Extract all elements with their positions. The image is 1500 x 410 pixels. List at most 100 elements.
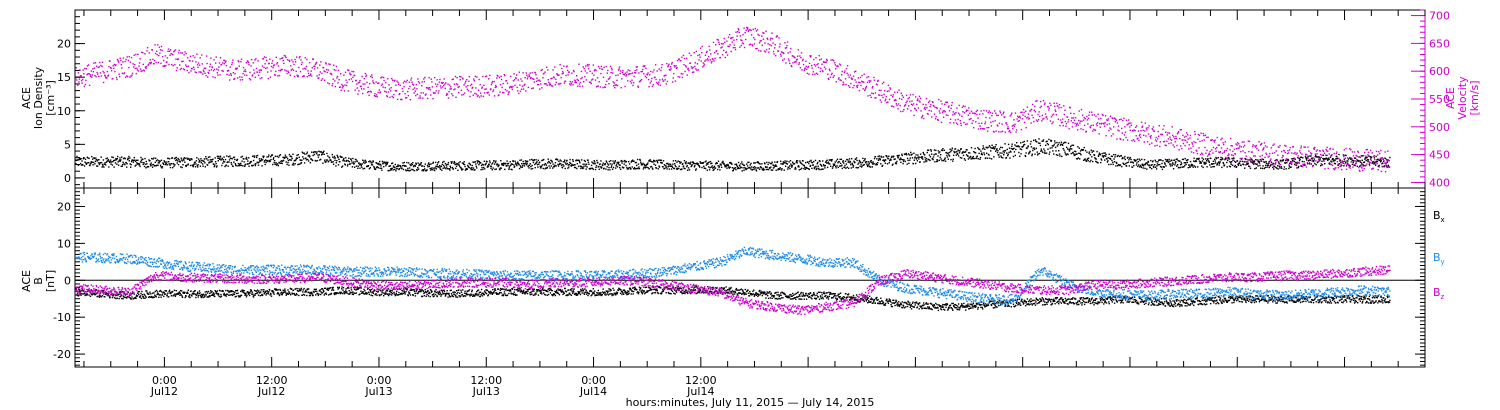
density-series-point — [414, 165, 417, 167]
velocity-series-point — [536, 84, 539, 86]
velocity-series-point — [936, 106, 938, 109]
density-series-point — [387, 170, 390, 172]
velocity-series-point — [721, 46, 723, 48]
density-series-point — [132, 159, 134, 161]
velocity-series-point — [229, 79, 231, 81]
density-series-point — [1147, 163, 1149, 166]
density-series-point — [1356, 159, 1358, 161]
density-series-point — [180, 157, 182, 159]
velocity-series-point — [455, 96, 457, 98]
velocity-series-point — [785, 47, 788, 49]
density-series-point — [1136, 158, 1139, 161]
velocity-series-point — [995, 130, 997, 132]
velocity-series-point — [934, 106, 936, 109]
density-series-point — [593, 160, 595, 162]
velocity-series-point — [348, 69, 350, 72]
velocity-series-point — [472, 94, 474, 96]
velocity-series-point — [1045, 116, 1048, 118]
density-series-point — [965, 154, 968, 156]
density-series-point — [666, 162, 668, 165]
density-series-point — [916, 160, 919, 162]
velocity-series-point — [708, 45, 710, 48]
density-series-point — [1366, 156, 1368, 158]
density-series-point — [837, 166, 839, 169]
density-series-point — [835, 167, 837, 169]
velocity-series-point — [746, 28, 748, 30]
velocity-series-point — [717, 53, 719, 55]
density-series-point — [1058, 150, 1060, 152]
density-series-point — [769, 167, 771, 169]
velocity-series-point — [964, 123, 967, 126]
density-series-point — [252, 159, 255, 162]
density-series-point — [97, 162, 100, 164]
velocity-series-point — [406, 79, 408, 82]
density-series-point — [759, 163, 761, 165]
top-left-tick-label: 5 — [64, 138, 71, 151]
density-series-point — [717, 160, 720, 162]
velocity-series-point — [569, 80, 571, 83]
velocity-series-point — [119, 75, 121, 78]
density-series-point — [1354, 157, 1357, 159]
density-series-point — [298, 163, 300, 165]
velocity-series-point — [511, 86, 513, 89]
velocity-series-point — [377, 82, 379, 84]
velocity-series-point — [378, 89, 380, 91]
velocity-series-point — [817, 63, 819, 65]
velocity-series-point — [1038, 111, 1040, 113]
density-series-point — [939, 156, 941, 159]
density-series-point — [846, 166, 848, 168]
density-series-point — [196, 157, 198, 159]
velocity-series-point — [759, 40, 761, 42]
density-series-point — [1064, 153, 1067, 155]
density-series-point — [864, 159, 866, 161]
velocity-series-point — [381, 83, 384, 85]
velocity-series-point — [893, 99, 895, 102]
density-series-point — [467, 164, 469, 167]
density-series-point — [467, 166, 470, 168]
velocity-series-point — [240, 61, 242, 63]
density-series-point — [879, 157, 881, 159]
density-series-point — [590, 167, 592, 169]
velocity-series-point — [821, 63, 823, 65]
velocity-series-point — [1027, 113, 1030, 115]
density-series-point — [756, 161, 758, 164]
velocity-series-point — [578, 83, 581, 85]
velocity-series-point — [669, 66, 672, 68]
velocity-series-point — [671, 61, 673, 64]
velocity-series-point — [403, 85, 405, 88]
density-series-point — [670, 165, 672, 167]
velocity-series-point — [356, 87, 358, 89]
density-series-point — [1017, 145, 1020, 147]
velocity-series-point — [139, 68, 142, 70]
velocity-series-point — [871, 92, 873, 94]
density-series-point — [1254, 168, 1256, 170]
density-series-point — [987, 146, 989, 149]
density-series-point — [446, 163, 448, 166]
velocity-series-point — [296, 56, 298, 58]
velocity-series-point — [1098, 133, 1100, 135]
velocity-series-point — [812, 73, 814, 76]
velocity-series-point — [101, 61, 104, 63]
velocity-series-point — [255, 58, 257, 60]
density-series-point — [426, 164, 429, 167]
velocity-series-point — [642, 68, 644, 71]
velocity-series-point — [330, 73, 333, 76]
density-series-point — [883, 160, 886, 162]
density-series-point — [1129, 157, 1131, 160]
density-series-point — [1186, 159, 1188, 161]
velocity-series-point — [546, 66, 548, 68]
density-series-point — [1097, 162, 1099, 164]
velocity-series-point — [221, 70, 223, 72]
velocity-series-point — [860, 80, 863, 83]
velocity-series-point — [1035, 100, 1037, 102]
density-series-point — [1261, 167, 1264, 170]
density-series-point — [181, 160, 184, 162]
density-series-point — [216, 165, 218, 167]
velocity-series-point — [710, 62, 713, 64]
velocity-series-point — [442, 82, 444, 84]
density-series-point — [1376, 160, 1379, 163]
density-series-point — [814, 159, 817, 162]
velocity-series-point — [910, 110, 912, 112]
velocity-series-point — [649, 74, 651, 76]
density-series-point — [1306, 159, 1308, 161]
